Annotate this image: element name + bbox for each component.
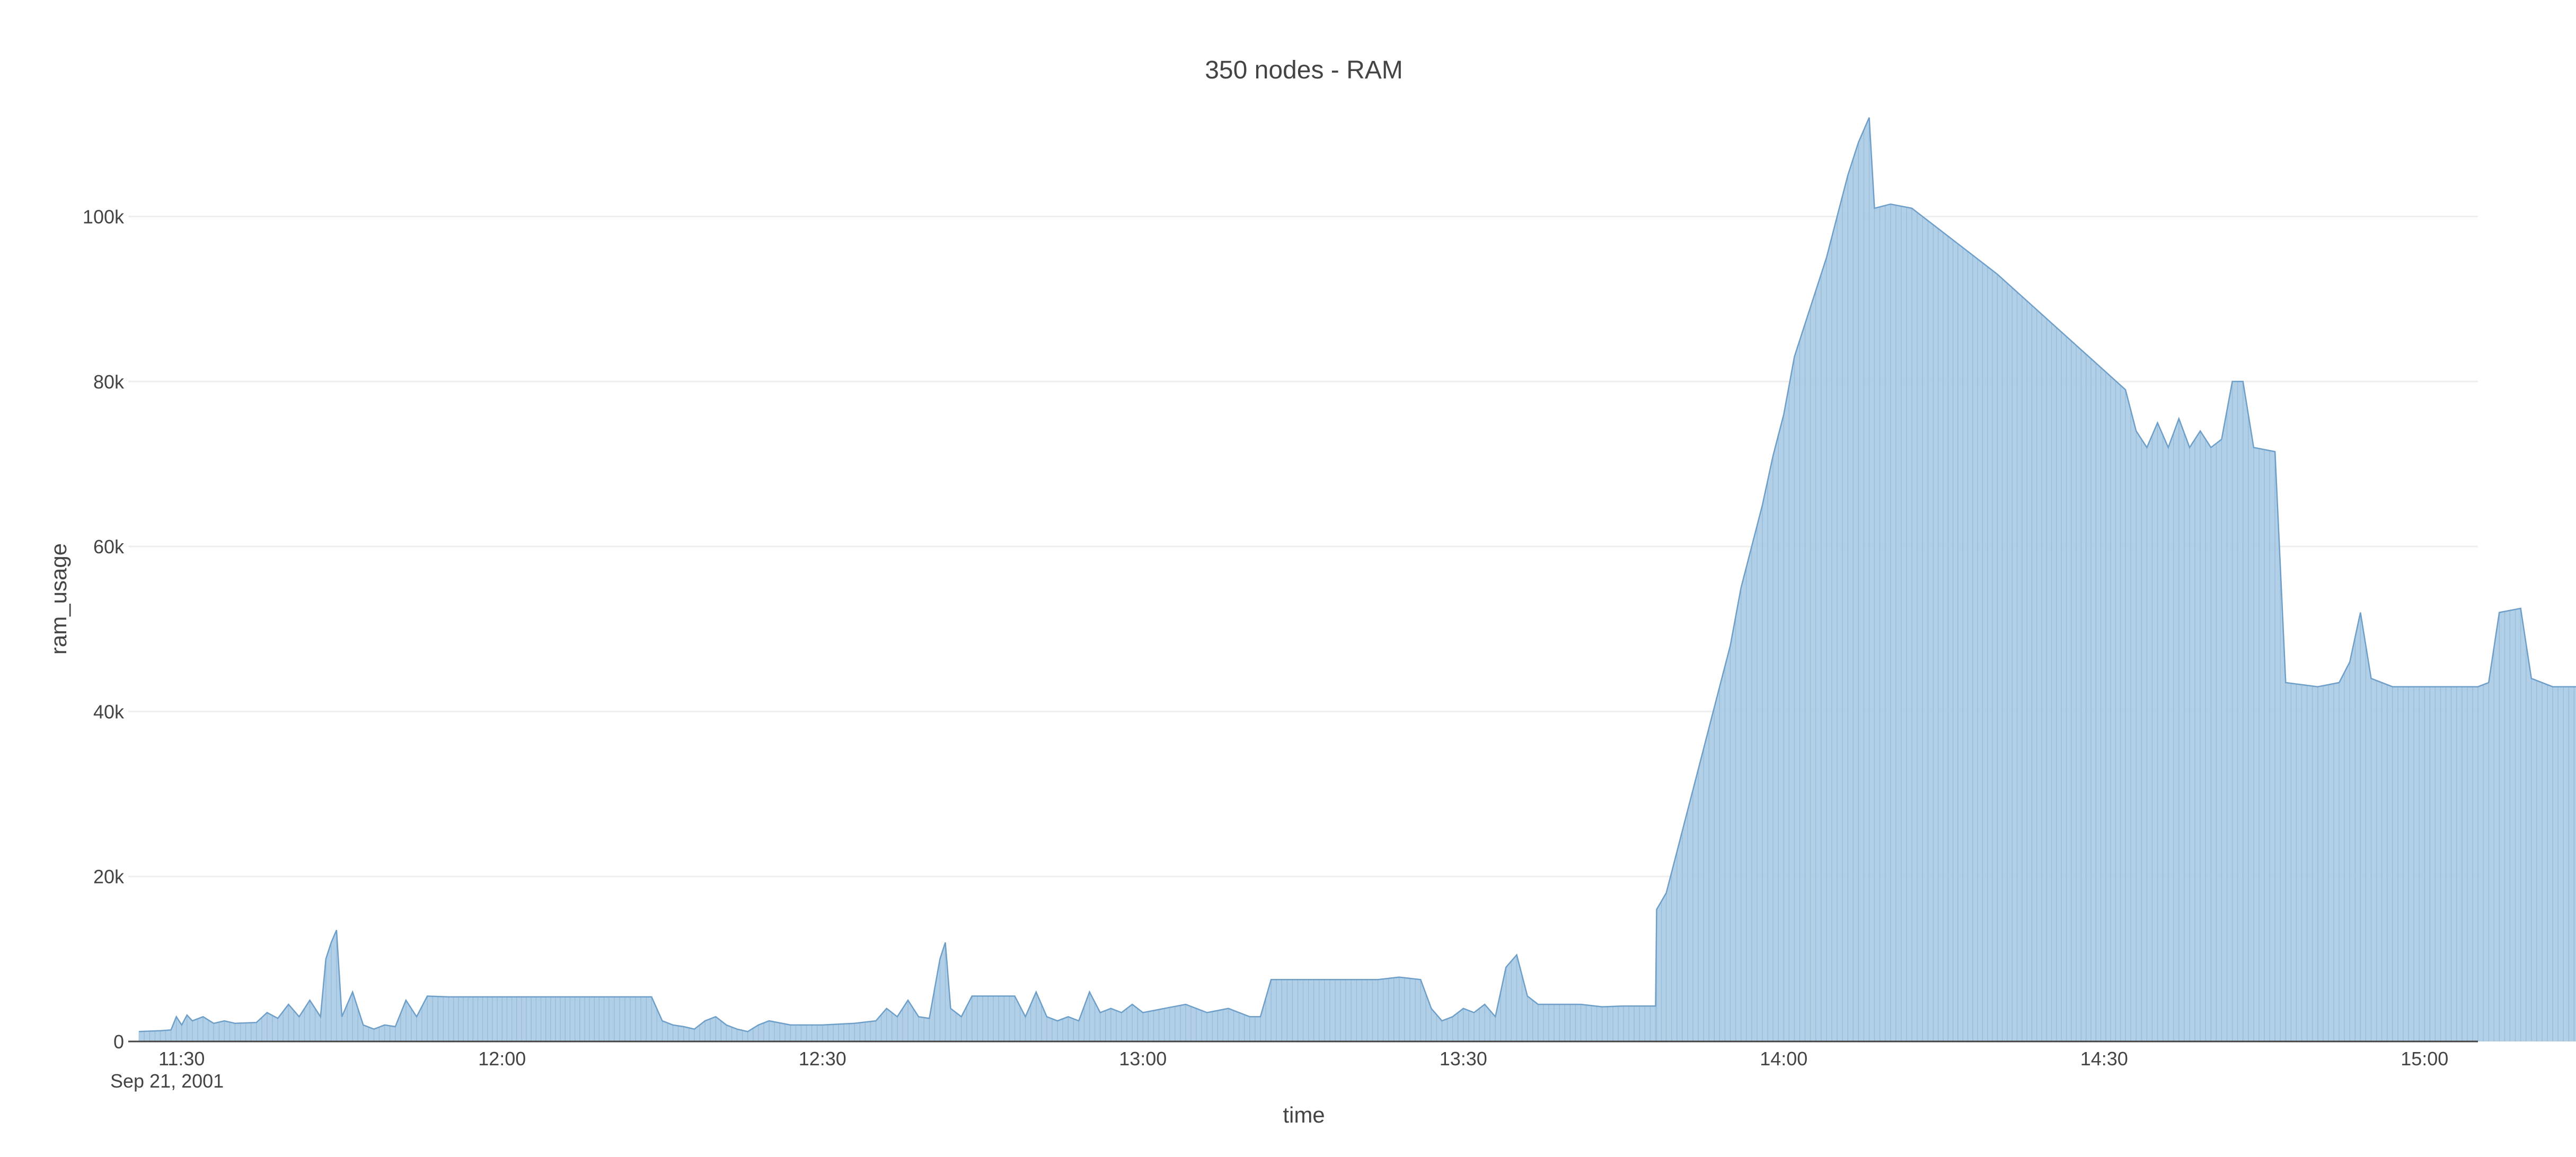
x-tick-label: 14:30 (2080, 1048, 2128, 1070)
y-tick-label: 40k (93, 701, 125, 722)
x-axis-ticks: 11:30 12:00 12:30 13:00 13:30 14:00 14:30 15:00 (158, 1048, 2448, 1070)
x-tick-label: 13:00 (1119, 1048, 1167, 1070)
x-tick-label: 14:00 (1760, 1048, 1807, 1070)
y-axis-label: ram_usage (46, 543, 71, 655)
x-tick-label: 11:30 (158, 1048, 205, 1070)
x-tick-label: 15:00 (2401, 1048, 2448, 1070)
y-tick-label: 60k (93, 536, 125, 558)
y-tick-label: 100k (83, 206, 125, 227)
y-axis-ticks: 0 20k 40k 60k 80k 100k (83, 206, 125, 1053)
x-tick-label: 13:30 (1440, 1048, 1487, 1070)
y-tick-label: 80k (93, 371, 125, 393)
y-tick-label: 0 (113, 1031, 124, 1053)
series-sample-strokes (138, 117, 2575, 1041)
x-tick-label: 12:00 (478, 1048, 526, 1070)
y-tick-label: 20k (93, 866, 125, 888)
series-line (139, 117, 2576, 1032)
plot-area (128, 117, 2576, 1043)
series-area-fill (139, 117, 2576, 1041)
x-axis-label: time (1283, 1102, 1325, 1127)
x-tick-label: 12:30 (799, 1048, 846, 1070)
x-axis-date-label: Sep 21, 2001 (110, 1070, 224, 1092)
chart-title: 350 nodes - RAM (1205, 56, 1403, 84)
